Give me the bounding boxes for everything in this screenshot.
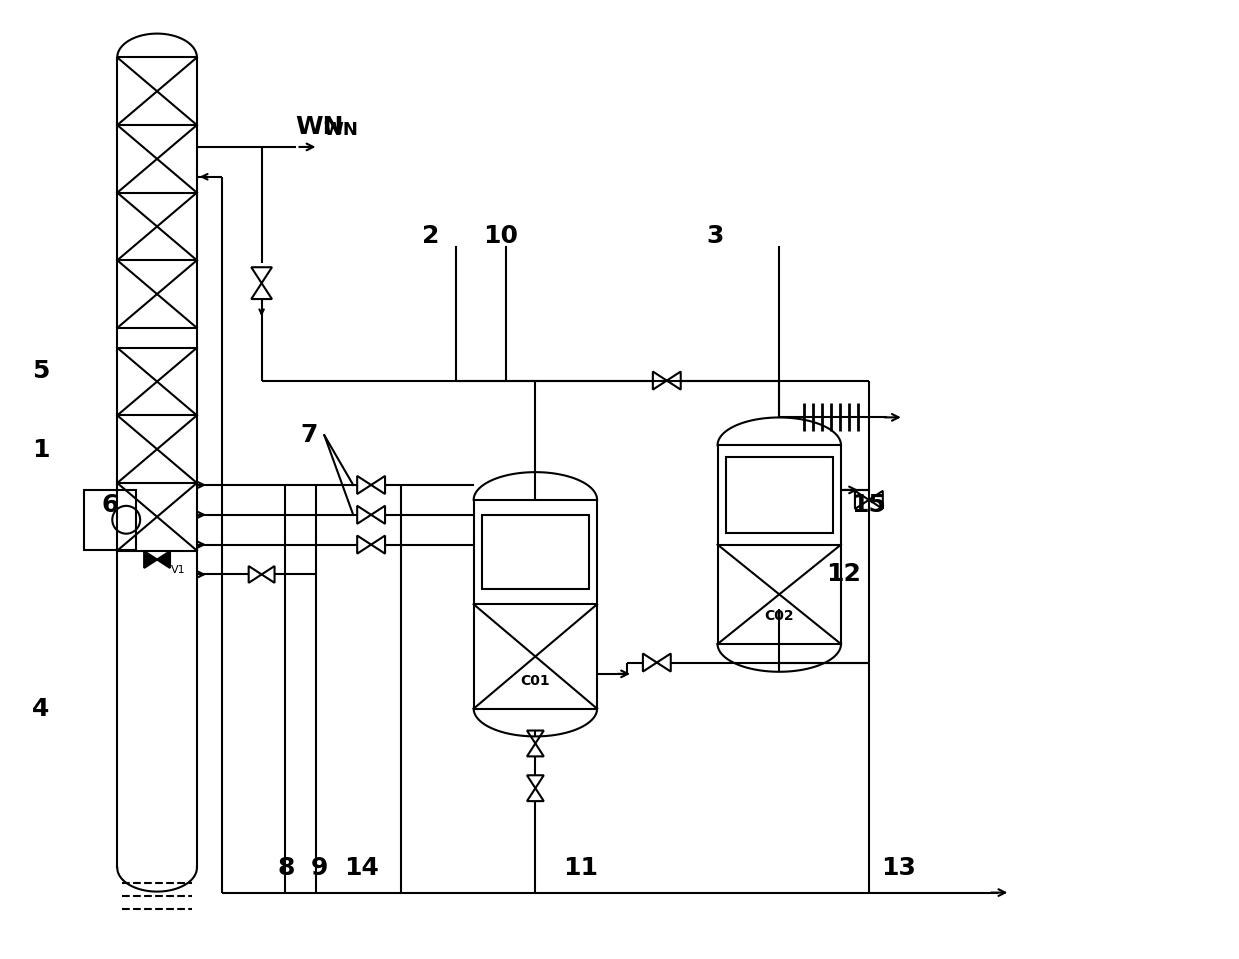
Text: 5: 5	[32, 359, 50, 383]
Text: 13: 13	[881, 855, 916, 879]
Text: 4: 4	[32, 696, 50, 720]
Text: C02: C02	[764, 609, 794, 623]
Polygon shape	[527, 775, 544, 788]
Text: 11: 11	[563, 855, 597, 879]
Polygon shape	[527, 788, 544, 801]
Polygon shape	[357, 505, 372, 524]
Text: 7: 7	[301, 423, 318, 447]
Text: C01: C01	[520, 674, 550, 688]
Text: 3: 3	[706, 224, 724, 248]
Text: 12: 12	[826, 562, 861, 587]
Text: 9: 9	[311, 855, 328, 879]
Polygon shape	[653, 371, 667, 389]
Text: WN: WN	[323, 121, 358, 139]
Polygon shape	[157, 551, 170, 568]
Polygon shape	[657, 653, 670, 671]
Polygon shape	[527, 731, 544, 743]
Polygon shape	[372, 505, 385, 524]
Polygon shape	[527, 743, 544, 757]
Text: WN: WN	[295, 115, 343, 139]
Polygon shape	[357, 476, 372, 494]
Polygon shape	[252, 283, 273, 299]
Polygon shape	[357, 535, 372, 553]
Text: 14: 14	[343, 855, 379, 879]
Bar	[84, 490, 136, 550]
Text: 1: 1	[32, 438, 50, 462]
Text: 6: 6	[102, 493, 119, 517]
Text: 15: 15	[851, 493, 886, 517]
Polygon shape	[261, 566, 275, 583]
Text: 2: 2	[422, 224, 440, 248]
Polygon shape	[869, 491, 883, 509]
Polygon shape	[855, 491, 869, 509]
Polygon shape	[144, 551, 157, 568]
Polygon shape	[249, 566, 261, 583]
Polygon shape	[252, 268, 273, 283]
Polygon shape	[372, 535, 385, 553]
Text: V1: V1	[171, 565, 186, 574]
Polygon shape	[643, 653, 657, 671]
Text: 10: 10	[483, 224, 518, 248]
Polygon shape	[372, 476, 385, 494]
Bar	[482, 515, 589, 590]
Text: 8: 8	[278, 855, 295, 879]
Polygon shape	[667, 371, 680, 389]
Bar	[726, 457, 833, 532]
